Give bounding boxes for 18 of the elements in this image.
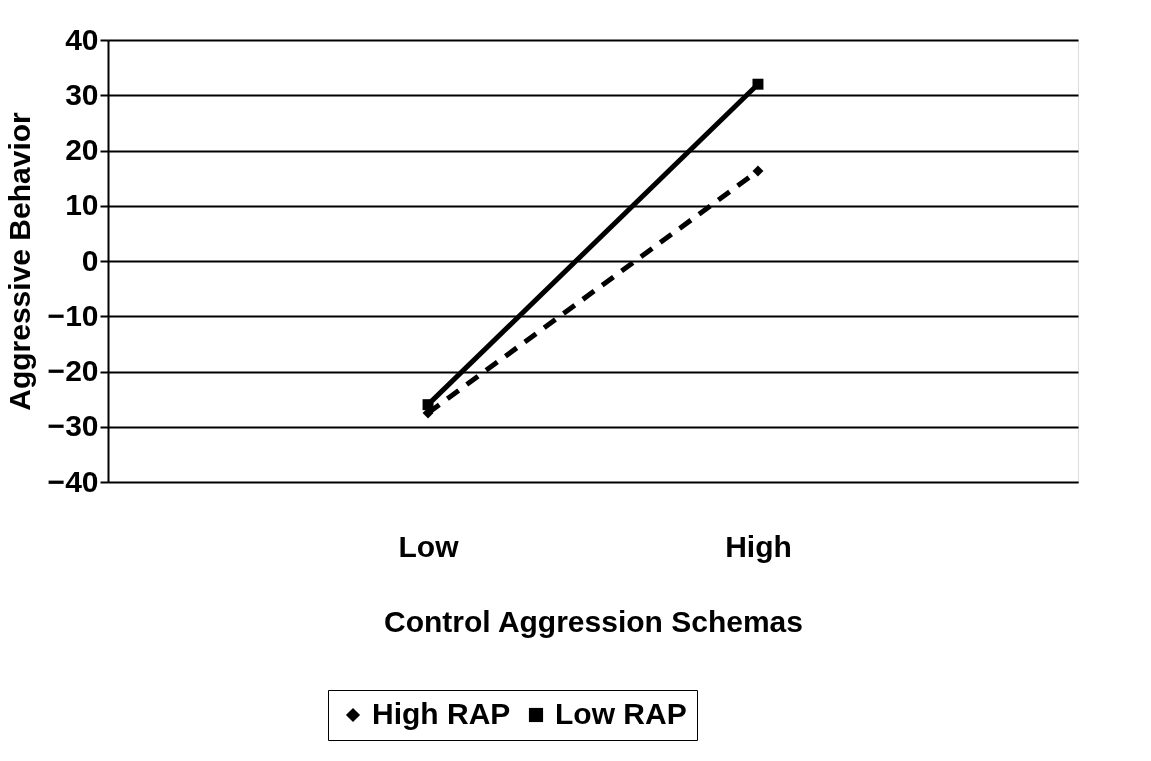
y-tick-label: 40 [65,22,99,56]
point [422,399,434,411]
y-tick-label: 20 [65,133,99,166]
y-tick-label: 10 [65,188,99,222]
y-tick-label: 30 [65,77,99,111]
legend-label: High RAP [372,697,511,730]
point [752,78,764,90]
legend-label: Low RAP [555,697,687,730]
y-tick-label: 0 [81,243,99,277]
y-axis-title: Aggressive Behavior [2,111,36,411]
x-tick-label: Low [398,529,460,563]
y-tick-label: −40 [47,464,99,498]
y-tick-label: −30 [47,409,99,443]
point [752,165,764,177]
y-tick-label: −20 [47,354,99,387]
x-axis-title: Control Aggression Schemas [384,604,803,638]
x-tick-label: High [725,529,792,563]
y-tick-label: −10 [47,298,99,332]
